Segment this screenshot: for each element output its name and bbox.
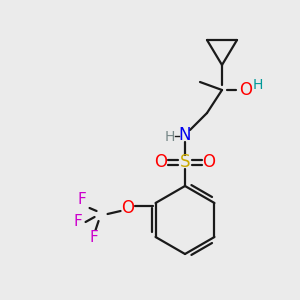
Text: S: S	[180, 153, 190, 171]
Text: H: H	[165, 130, 175, 144]
Text: O: O	[121, 199, 134, 217]
Text: H: H	[253, 78, 263, 92]
Text: F: F	[73, 214, 82, 230]
Text: O: O	[239, 81, 253, 99]
Text: O: O	[202, 153, 215, 171]
Text: O: O	[154, 153, 167, 171]
Text: F: F	[77, 193, 86, 208]
Text: F: F	[89, 230, 98, 245]
Text: N: N	[179, 126, 191, 144]
